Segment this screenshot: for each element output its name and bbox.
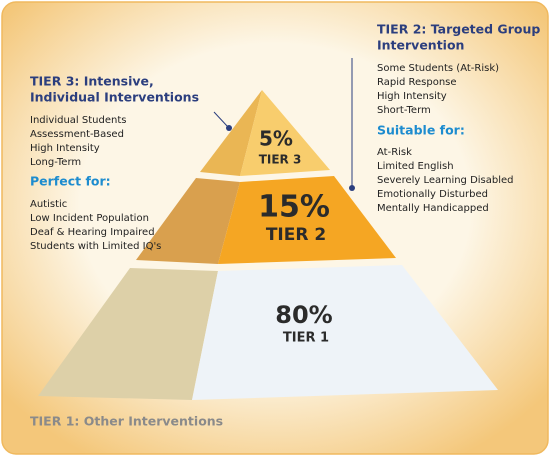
tier2-item: Some Students (At-Risk) bbox=[377, 63, 499, 74]
tier2-left-face bbox=[136, 178, 240, 264]
tier3-sub-item: Low Incident Population bbox=[30, 213, 149, 224]
tier3-sub-item: Autistic bbox=[30, 199, 67, 210]
tier3-leader bbox=[213, 111, 229, 128]
tier1-percent: 80% bbox=[275, 301, 332, 329]
tier3-item: Individual Students bbox=[30, 115, 126, 126]
tier3-sub-item: Students with Limited IQ's bbox=[30, 241, 161, 252]
tier3-heading: TIER 3: Intensive, bbox=[30, 74, 154, 89]
tier3-leader-dot bbox=[226, 125, 232, 131]
tier3-subheading: Perfect for: bbox=[30, 174, 111, 189]
tier2-heading: TIER 2: Targeted Group bbox=[377, 22, 540, 37]
tier3-label: TIER 3 bbox=[259, 153, 302, 167]
tier2-right-face bbox=[218, 176, 396, 264]
tier2-leader-dot bbox=[349, 185, 355, 191]
tier2-sub-item: At-Risk bbox=[377, 147, 412, 158]
tier1-left-face bbox=[38, 268, 218, 400]
tier1-right-face bbox=[192, 265, 498, 400]
tier2-sub-item: Emotionally Disturbed bbox=[377, 189, 488, 200]
tier2-sub-item: Severely Learning Disabled bbox=[377, 175, 514, 186]
tier3-heading: Individual Interventions bbox=[30, 90, 199, 105]
tier1-label: TIER 1 bbox=[283, 331, 329, 346]
tier3-right-face bbox=[240, 90, 330, 176]
tier3-item: High Intensity bbox=[30, 143, 100, 154]
tier2-item: Rapid Response bbox=[377, 77, 457, 88]
tier3-item: Assessment-Based bbox=[30, 129, 124, 140]
tier1-caption: TIER 1: Other Interventions bbox=[30, 414, 223, 429]
tier2-subheading: Suitable for: bbox=[377, 123, 465, 138]
tier2-item: High Intensity bbox=[377, 91, 447, 102]
tier2-label: TIER 2 bbox=[266, 225, 326, 245]
tier3-percent: 5% bbox=[259, 127, 293, 151]
tier3-left-face bbox=[200, 90, 262, 176]
tier2-heading: Intervention bbox=[377, 38, 464, 53]
tier3-item: Long-Term bbox=[30, 157, 81, 168]
tier3-sub-item: Deaf & Hearing Impaired bbox=[30, 227, 155, 238]
tier2-sub-item: Mentally Handicapped bbox=[377, 203, 489, 214]
tier2-item: Short-Term bbox=[377, 105, 431, 116]
tier2-sub-item: Limited English bbox=[377, 161, 454, 172]
tier2-percent: 15% bbox=[258, 190, 330, 225]
